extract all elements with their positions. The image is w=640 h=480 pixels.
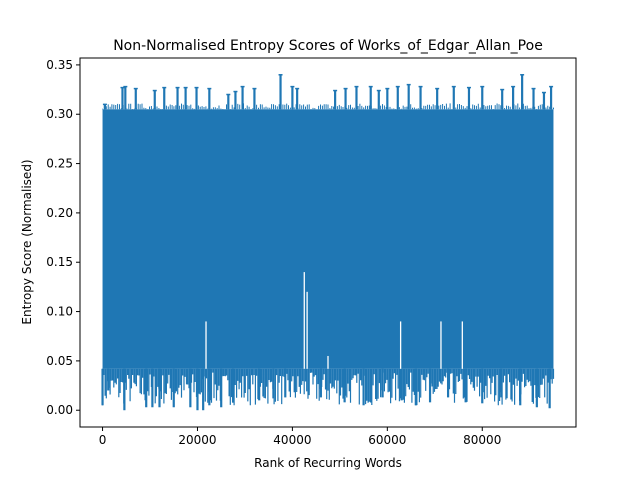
series-dense-band <box>102 109 554 369</box>
y-tick-label: 0.05 <box>46 354 73 368</box>
x-axis-label: Rank of Recurring Words <box>254 456 402 470</box>
y-tick-label: 0.30 <box>46 107 73 121</box>
y-tick-label: 0.20 <box>46 206 73 220</box>
x-tick-label: 20000 <box>178 433 216 447</box>
y-axis: 0.00 0.05 0.10 0.15 0.20 0.25 0.30 0.35 <box>46 58 80 417</box>
x-tick-label: 40000 <box>273 433 311 447</box>
y-tick-label: 0.00 <box>46 403 73 417</box>
plot-area <box>101 74 555 411</box>
x-axis: 0 20000 40000 60000 80000 <box>99 427 501 447</box>
y-tick-label: 0.15 <box>46 255 73 269</box>
x-tick-label: 80000 <box>463 433 501 447</box>
y-axis-label: Entropy Score (Normalised) <box>20 159 34 324</box>
chart-title: Non-Normalised Entropy Scores of Works_o… <box>113 38 543 54</box>
y-tick-label: 0.10 <box>46 305 73 319</box>
series-line <box>101 74 555 411</box>
y-tick-label: 0.35 <box>46 58 73 72</box>
x-tick-label: 60000 <box>368 433 406 447</box>
series-top-excursions <box>102 103 554 110</box>
x-tick-label: 0 <box>99 433 107 447</box>
series-low-excursions <box>101 368 555 406</box>
y-tick-label: 0.25 <box>46 157 73 171</box>
plot-frame <box>79 57 577 428</box>
